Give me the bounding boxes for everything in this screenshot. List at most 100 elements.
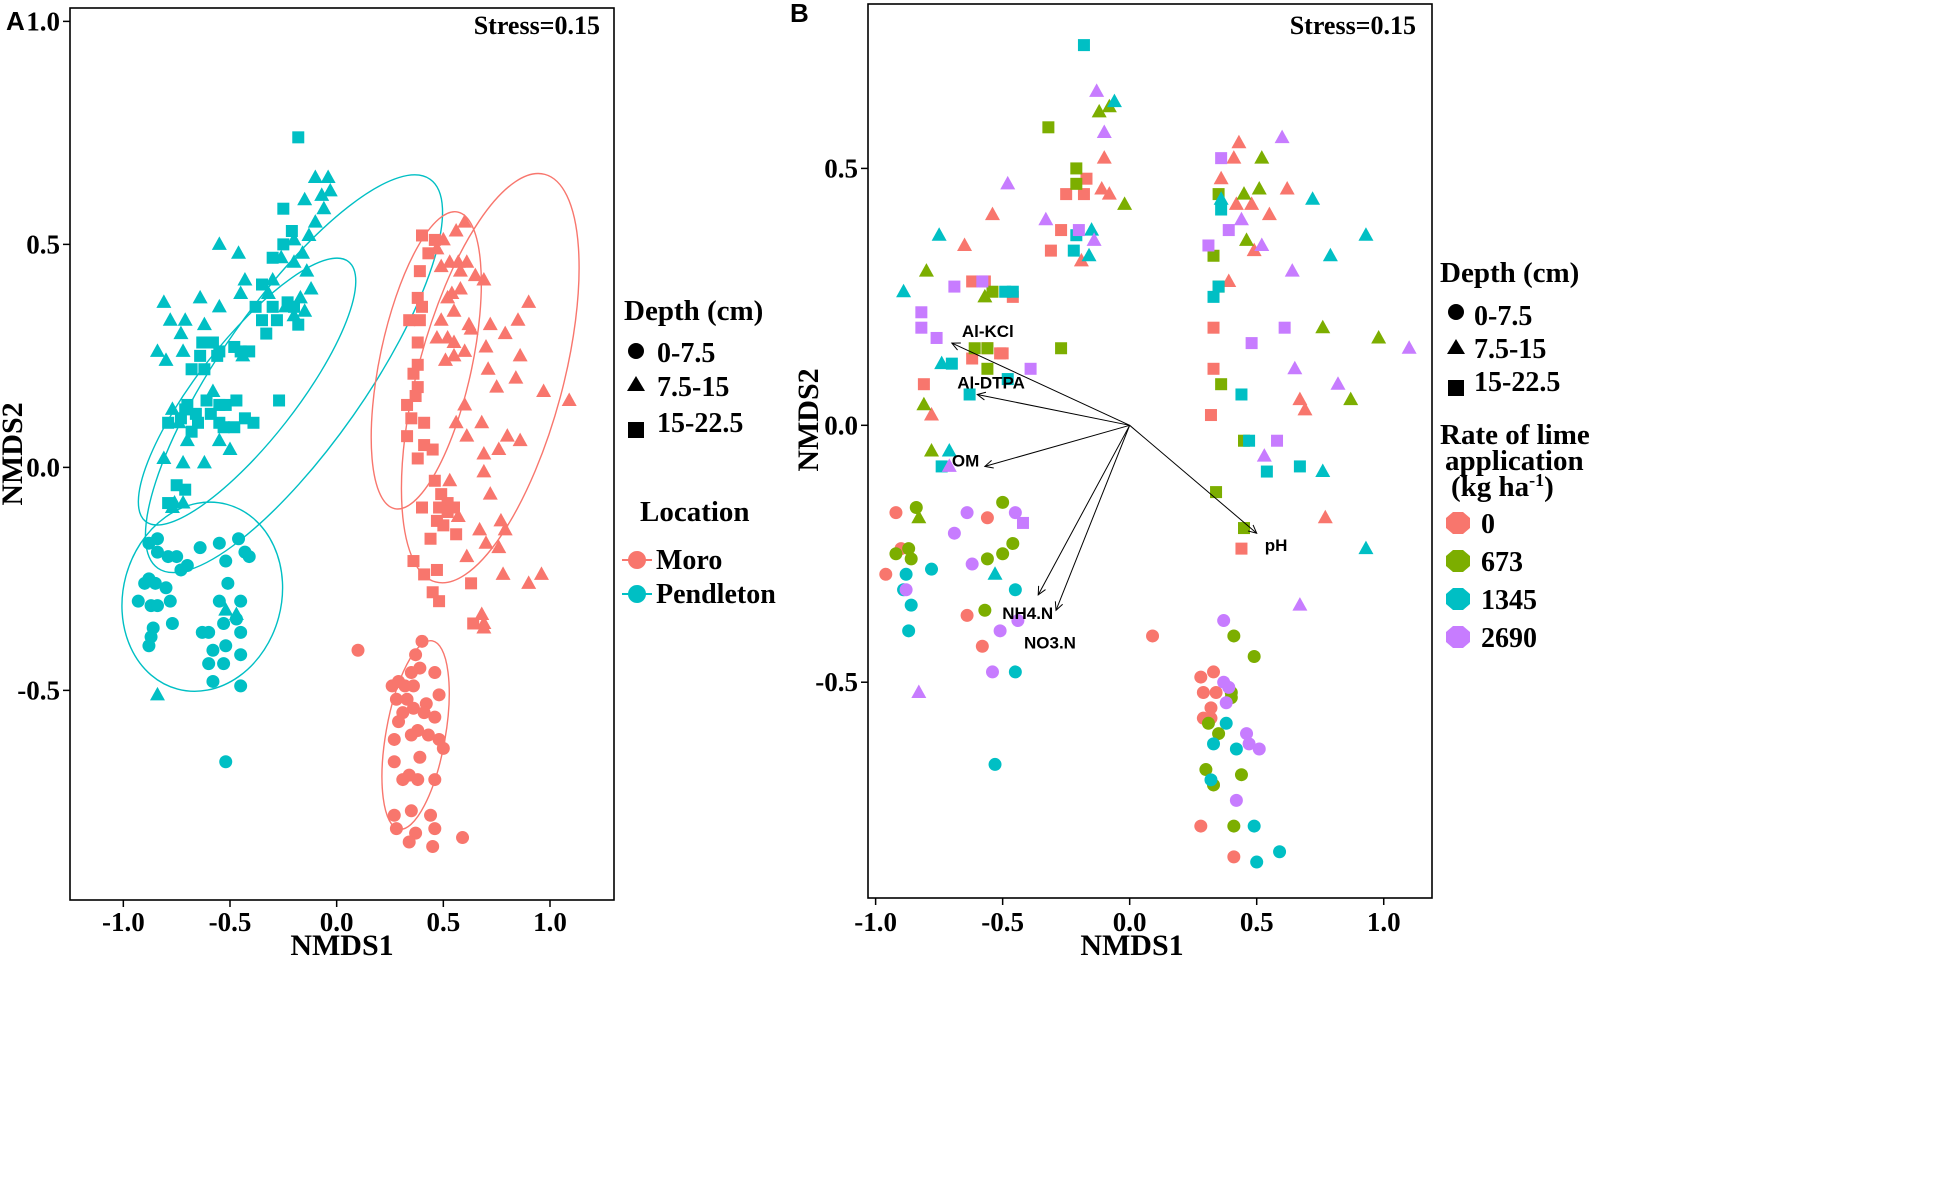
data-point: [996, 495, 1010, 509]
data-point: [966, 352, 979, 365]
data-point: [175, 454, 191, 469]
data-point: [1293, 460, 1306, 473]
data-point: [1024, 362, 1037, 375]
data-point: [430, 563, 443, 576]
data-point: [387, 732, 401, 746]
data-point: [307, 169, 323, 183]
data-point: [162, 497, 175, 510]
legend-location-title: Location: [640, 496, 750, 528]
data-point: [405, 412, 418, 425]
data-point: [1278, 321, 1291, 334]
data-point: [482, 486, 498, 500]
data-point: [303, 280, 319, 295]
data-point: [1096, 124, 1112, 138]
data-point: [260, 285, 276, 299]
data-point: [429, 330, 445, 344]
data-point: [1089, 83, 1105, 97]
data-point: [533, 566, 549, 580]
data-point: [1000, 175, 1016, 190]
data-point: [411, 336, 424, 349]
data-point: [457, 396, 473, 411]
data-point: [1096, 150, 1112, 164]
confidence-ellipse: [370, 210, 483, 510]
legend-depth-title: Depth (cm): [1440, 257, 1579, 289]
data-point: [452, 263, 468, 277]
x-tick-label: 0.0: [1113, 907, 1147, 937]
data-point: [1343, 391, 1359, 406]
data-point: [1260, 465, 1273, 478]
data-point: [193, 541, 207, 555]
data-point: [467, 267, 483, 282]
data-point: [1008, 665, 1022, 679]
data-point: [945, 357, 958, 370]
data-point: [265, 272, 281, 286]
data-point: [196, 316, 212, 331]
data-point: [474, 606, 490, 621]
data-point: [219, 554, 233, 568]
data-point: [428, 666, 442, 680]
data-point: [497, 521, 513, 536]
data-point: [476, 619, 492, 634]
panel-a-letter: A: [6, 6, 25, 36]
confidence-ellipse: [137, 257, 357, 526]
env-vector-arrowhead: [1054, 601, 1063, 612]
data-point: [273, 394, 286, 407]
data-point: [1244, 196, 1260, 210]
data-point: [931, 227, 947, 241]
data-point: [286, 231, 302, 246]
data-point: [231, 245, 247, 259]
data-point: [1070, 162, 1083, 175]
x-tick-label: 1.0: [1367, 907, 1401, 937]
data-point: [930, 331, 943, 344]
data-point: [911, 509, 927, 524]
data-point: [1101, 186, 1117, 200]
data-point: [149, 686, 165, 701]
data-point: [150, 599, 164, 613]
data-point: [899, 567, 913, 581]
data-point: [1229, 793, 1243, 807]
data-point: [1212, 280, 1225, 293]
data-point: [941, 458, 957, 472]
data-point: [963, 388, 976, 401]
data-point: [256, 314, 268, 327]
data-point: [472, 521, 488, 536]
data-point: [1219, 696, 1233, 710]
data-point: [433, 595, 446, 608]
data-point: [1358, 540, 1374, 555]
env-vector-label: OM: [952, 451, 979, 470]
data-point: [211, 349, 224, 362]
data-point: [179, 483, 192, 496]
panel-b-axes: -1.0 -0.5 0.0 0.5 1.0 -0.5 0.0 0.5: [815, 153, 1400, 937]
data-point: [164, 401, 180, 415]
data-point: [1212, 727, 1226, 741]
data-point: [185, 363, 198, 376]
data-point: [899, 583, 913, 597]
data-point: [173, 325, 189, 340]
data-point: [1401, 340, 1417, 354]
env-vector-arrowhead: [1037, 585, 1046, 596]
data-point: [1055, 342, 1068, 355]
data-point: [428, 822, 442, 836]
data-point: [297, 303, 313, 317]
data-point: [1091, 103, 1107, 118]
panel-a-axes: -1.0 -0.5 0.0 0.5 1.0 -0.5 0.0 0.5 1.0: [17, 6, 567, 937]
data-point: [457, 214, 473, 228]
data-point: [260, 327, 273, 340]
data-point: [1246, 242, 1262, 257]
data-point: [402, 835, 416, 849]
data-point: [957, 237, 973, 251]
data-point: [1273, 845, 1287, 859]
data-point: [1236, 186, 1252, 200]
data-point: [917, 378, 930, 391]
data-point: [233, 285, 249, 299]
data-point: [1256, 448, 1272, 462]
data-point: [478, 535, 494, 549]
data-point: [448, 414, 464, 429]
data-point: [144, 630, 158, 644]
data-point: [1207, 290, 1220, 303]
data-point: [401, 398, 414, 411]
data-point: [941, 443, 957, 457]
data-point: [285, 225, 298, 237]
panel-b: B Stress=0.15 Al-KCl Al-DTPA OM NH4.N NO3.N p…: [790, 0, 1590, 962]
data-point: [413, 750, 427, 764]
